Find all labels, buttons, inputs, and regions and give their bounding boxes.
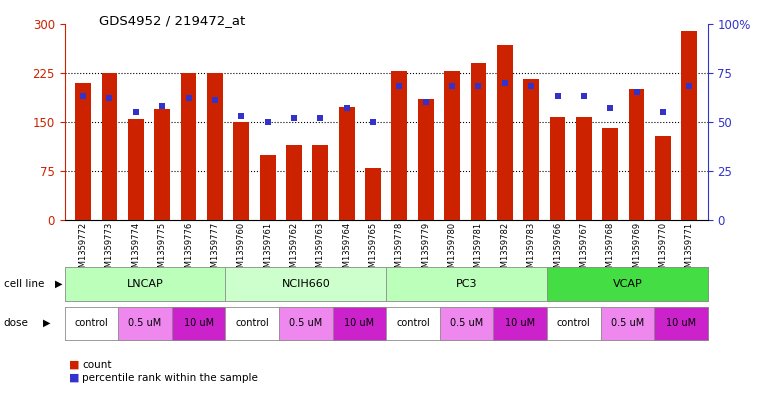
Bar (339, 107, 355, 220)
Bar (418, 99, 434, 220)
Point (552, 93, 564, 99)
Text: 10 uM: 10 uM (344, 318, 374, 328)
Bar (655, 136, 671, 220)
Point (156, 103, 168, 109)
Point (578, 93, 590, 99)
Text: NCIH660: NCIH660 (282, 279, 330, 289)
Point (446, 83, 458, 90)
Point (683, 83, 696, 90)
Bar (207, 73, 223, 220)
Bar (391, 71, 407, 220)
Bar (576, 117, 592, 220)
Bar (365, 168, 381, 220)
Bar (313, 145, 328, 220)
Bar (128, 119, 144, 220)
Text: percentile rank within the sample: percentile rank within the sample (82, 373, 258, 383)
Point (103, 95, 116, 101)
Bar (524, 79, 539, 220)
Text: control: control (235, 318, 269, 328)
Text: ■: ■ (68, 360, 79, 370)
Point (498, 79, 511, 86)
Text: 0.5 uM: 0.5 uM (289, 318, 323, 328)
Point (183, 95, 195, 101)
Text: GDS4952 / 219472_at: GDS4952 / 219472_at (99, 14, 245, 27)
Bar (602, 129, 618, 220)
Bar (234, 122, 249, 220)
Bar (154, 109, 170, 220)
Text: control: control (75, 318, 108, 328)
Point (77, 93, 89, 99)
Bar (286, 145, 302, 220)
Bar (444, 71, 460, 220)
Bar (549, 117, 565, 220)
Bar (260, 154, 275, 220)
Point (604, 105, 616, 111)
Text: 0.5 uM: 0.5 uM (611, 318, 644, 328)
Text: 10 uM: 10 uM (666, 318, 696, 328)
Point (473, 83, 485, 90)
Text: ▶: ▶ (43, 318, 51, 328)
Bar (470, 63, 486, 220)
Text: 10 uM: 10 uM (183, 318, 214, 328)
Point (235, 113, 247, 119)
Bar (75, 83, 91, 220)
Point (657, 109, 669, 115)
Bar (497, 44, 513, 220)
Text: 0.5 uM: 0.5 uM (129, 318, 161, 328)
Point (630, 89, 642, 95)
Point (209, 97, 221, 103)
Text: cell line: cell line (4, 279, 44, 289)
Point (525, 83, 537, 90)
Point (130, 109, 142, 115)
Text: ▶: ▶ (55, 279, 62, 289)
Text: VCAP: VCAP (613, 279, 642, 289)
Text: control: control (557, 318, 591, 328)
Point (288, 115, 300, 121)
Point (367, 119, 379, 125)
Text: 10 uM: 10 uM (505, 318, 535, 328)
Text: LNCAP: LNCAP (126, 279, 164, 289)
Point (341, 105, 353, 111)
Bar (681, 31, 697, 220)
Text: count: count (82, 360, 112, 370)
Text: 0.5 uM: 0.5 uM (450, 318, 483, 328)
Point (314, 115, 326, 121)
Text: control: control (396, 318, 430, 328)
Bar (629, 89, 645, 220)
Bar (180, 73, 196, 220)
Point (393, 83, 406, 90)
Point (419, 99, 431, 105)
Text: PC3: PC3 (456, 279, 477, 289)
Bar (101, 73, 117, 220)
Text: dose: dose (4, 318, 29, 328)
Point (262, 119, 274, 125)
Text: ■: ■ (68, 373, 79, 383)
